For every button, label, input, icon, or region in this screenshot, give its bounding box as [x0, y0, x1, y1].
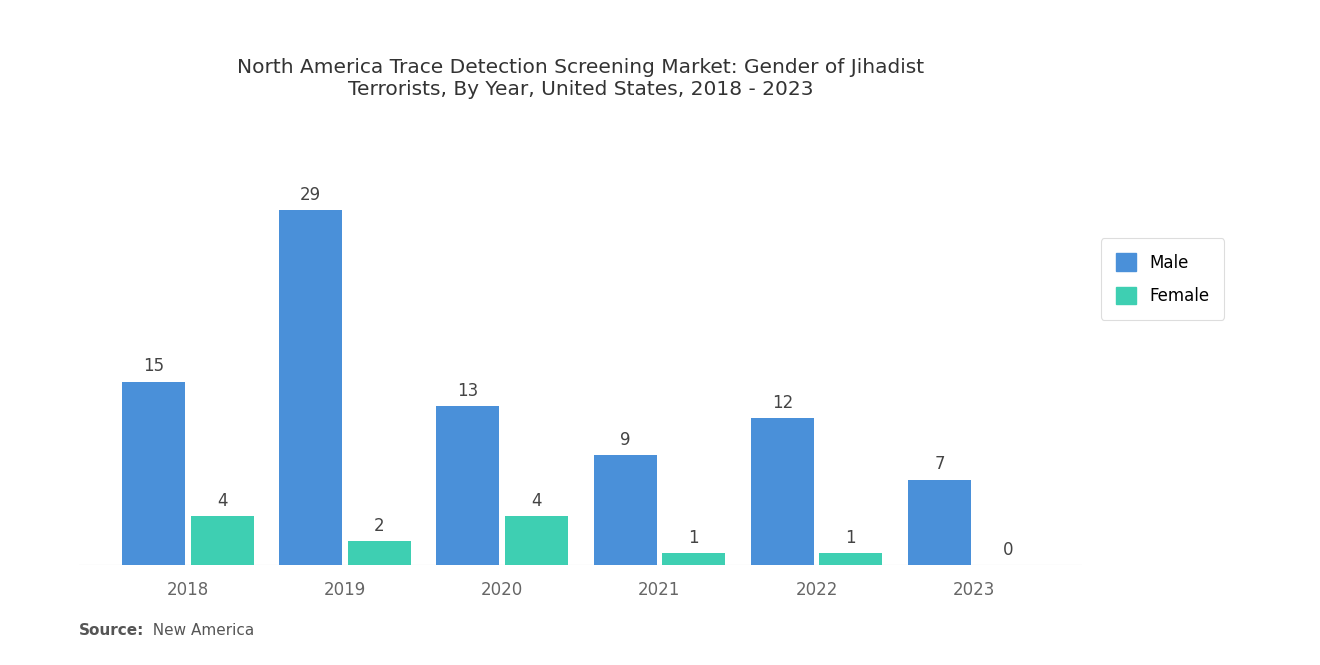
Bar — [908, 479, 972, 565]
Bar — [751, 418, 813, 565]
Text: 29: 29 — [300, 186, 321, 204]
Bar — [121, 382, 185, 565]
Text: 13: 13 — [457, 382, 479, 400]
Text: 12: 12 — [772, 394, 793, 412]
Text: 0: 0 — [1003, 541, 1014, 559]
Text: 2: 2 — [374, 517, 384, 535]
Text: Source:: Source: — [79, 623, 145, 638]
Bar — [348, 541, 411, 565]
Text: 7: 7 — [935, 456, 945, 473]
Legend: Male, Female: Male, Female — [1101, 239, 1224, 320]
Bar — [190, 516, 253, 565]
Text: 1: 1 — [689, 529, 700, 547]
Bar — [663, 553, 725, 565]
Bar — [820, 553, 882, 565]
Bar — [594, 455, 656, 565]
Text: 15: 15 — [143, 357, 164, 375]
Text: 4: 4 — [216, 492, 227, 510]
Text: 1: 1 — [846, 529, 857, 547]
Bar — [437, 406, 499, 565]
Bar — [506, 516, 568, 565]
Title: North America Trace Detection Screening Market: Gender of Jihadist
Terrorists, B: North America Trace Detection Screening … — [238, 58, 924, 99]
Text: New America: New America — [143, 623, 253, 638]
Text: 4: 4 — [531, 492, 541, 510]
Bar — [280, 210, 342, 565]
Text: 9: 9 — [620, 431, 631, 449]
